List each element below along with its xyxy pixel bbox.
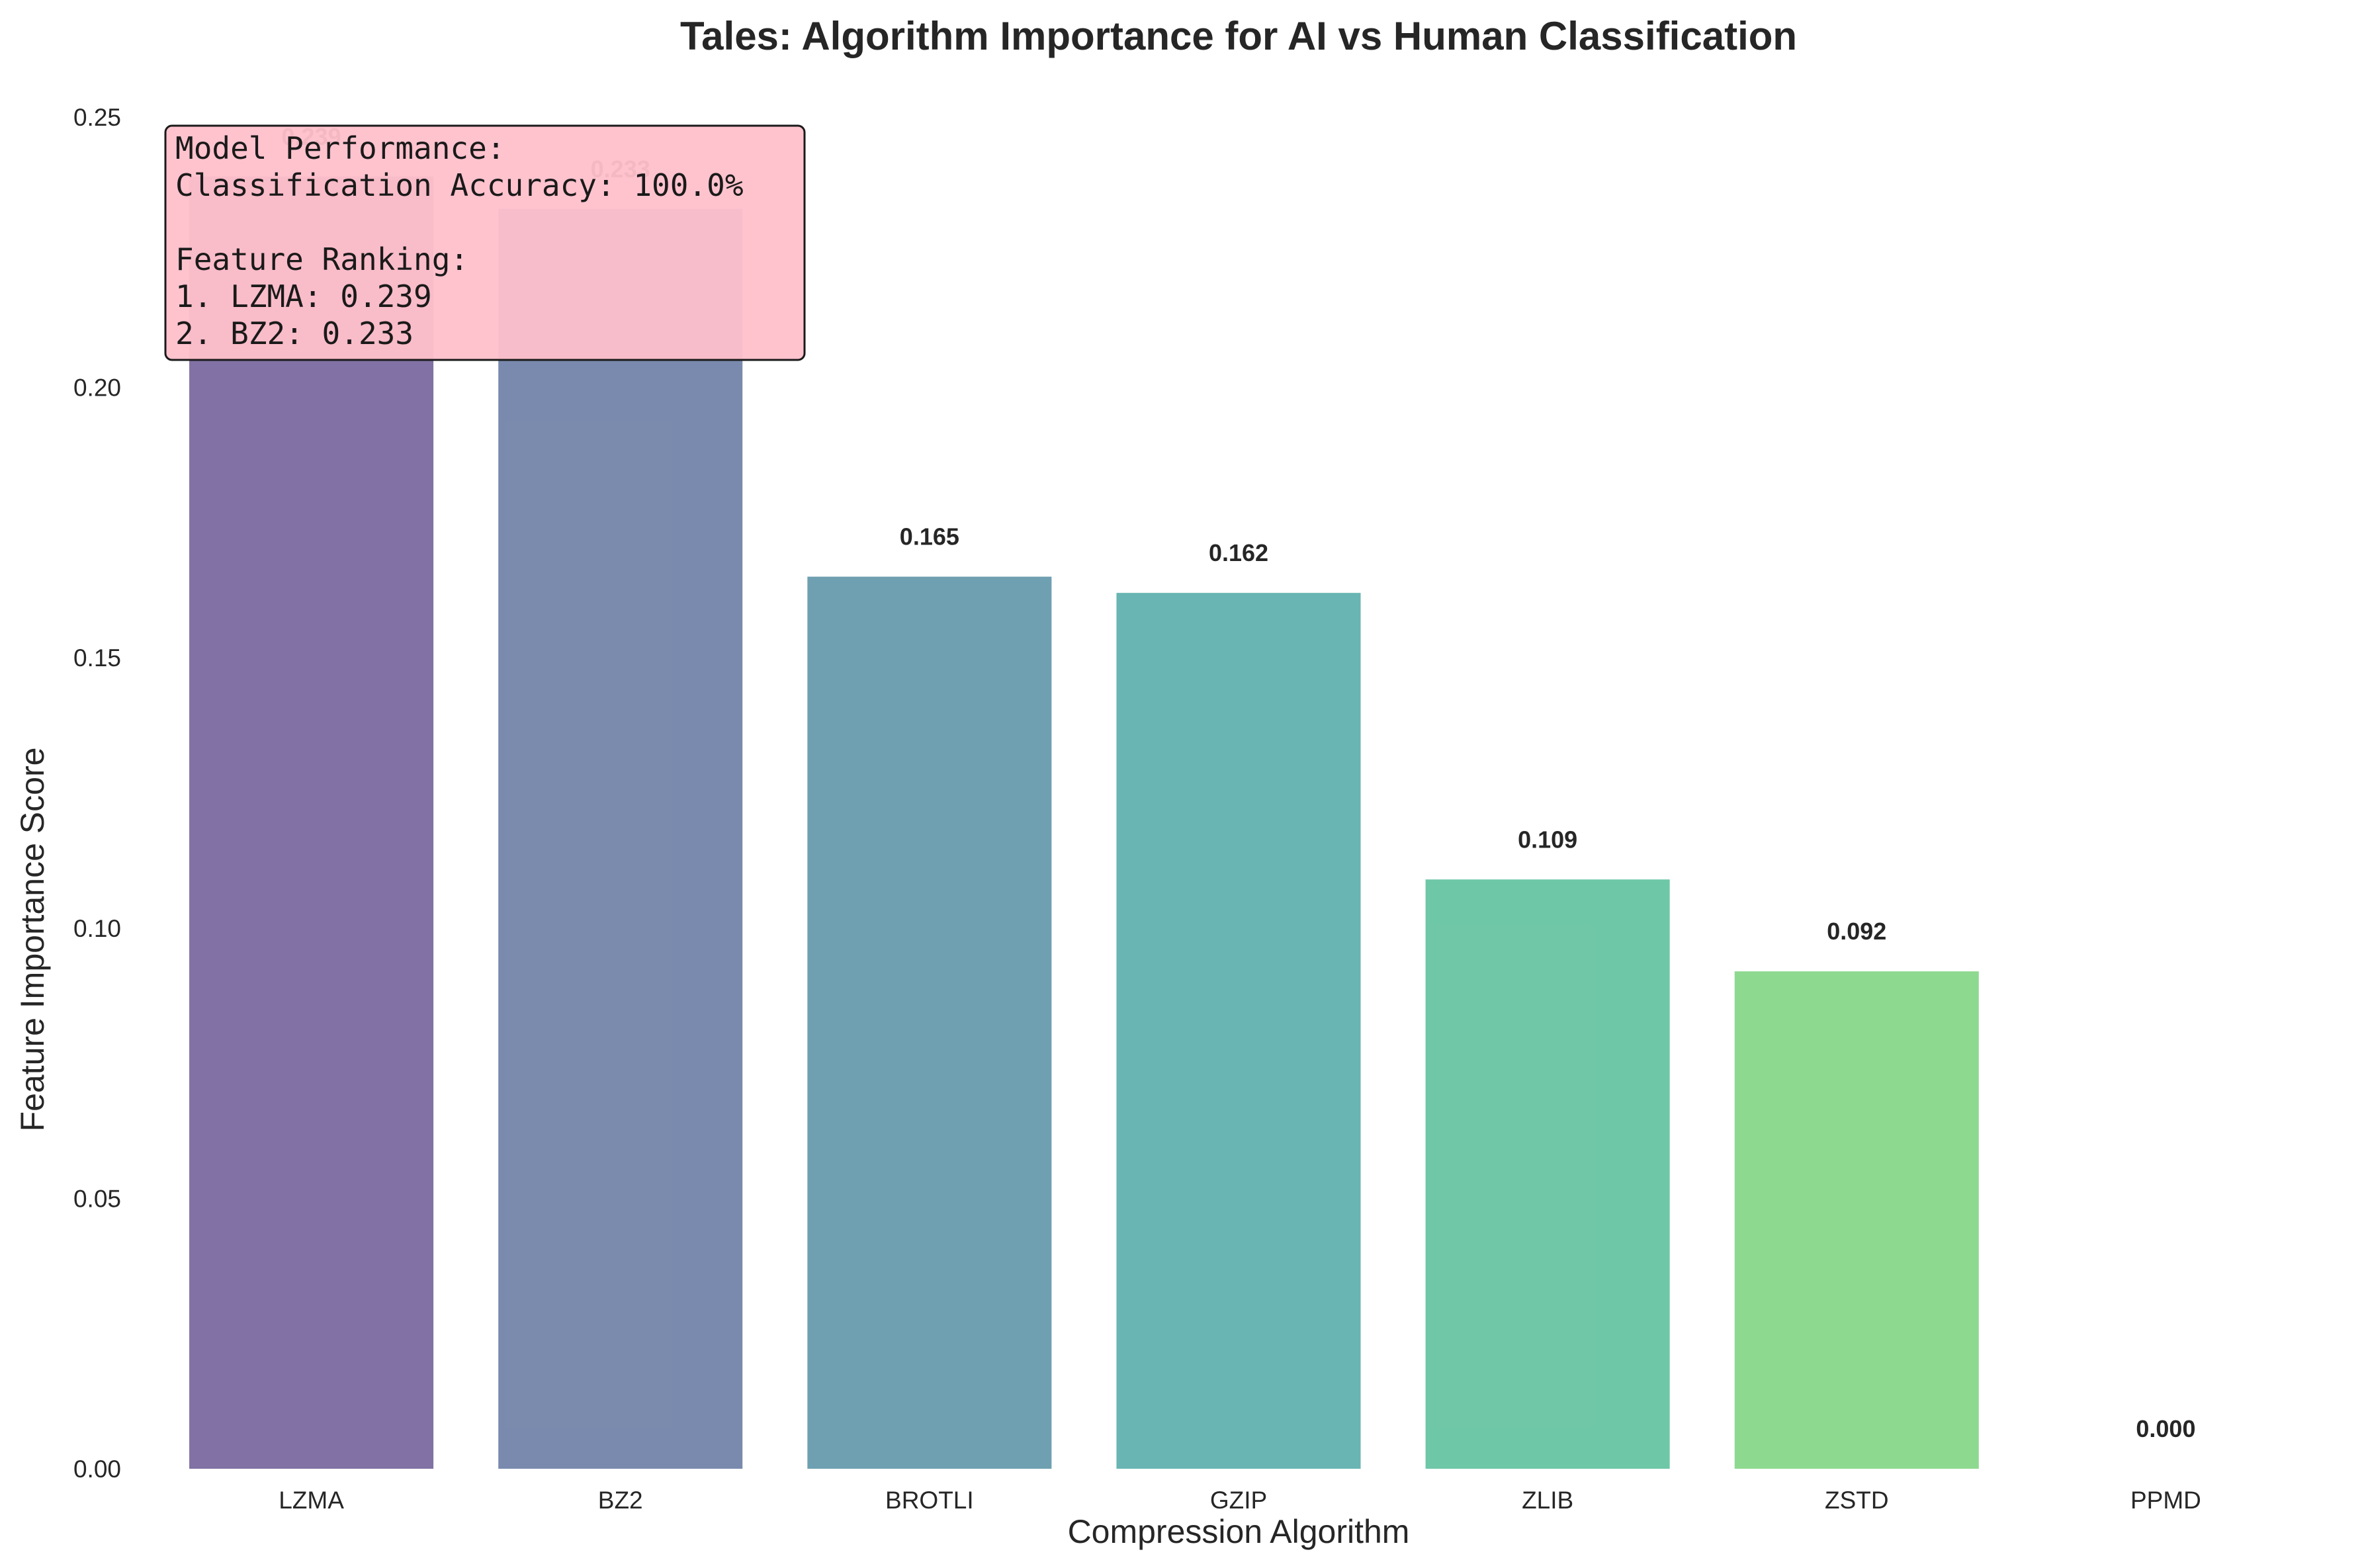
y-tick-label: 0.25 [73,104,121,131]
bar-value-label: 0.000 [2136,1415,2195,1442]
bar-zlib [1425,879,1670,1469]
x-tick-label: BZ2 [598,1487,643,1514]
bars [189,176,1979,1469]
annotation-line: Feature Ranking: [175,241,468,277]
bar-brotli [807,576,1052,1469]
x-axis-label: Compression Algorithm [1068,1513,1410,1550]
bar-zstd [1734,971,1979,1469]
y-tick-label: 0.00 [73,1456,121,1483]
bar-value-label: 0.109 [1518,826,1577,853]
annotation-line: 2. BZ2: 0.233 [175,316,414,351]
y-tick-label: 0.20 [73,374,121,402]
x-tick-label: BROTLI [885,1487,974,1514]
y-axis-ticks: 0.00 0.05 0.10 0.15 0.20 0.25 [73,104,121,1483]
y-tick-label: 0.05 [73,1185,121,1212]
annotation-line: Classification Accuracy: 100.0% [175,167,744,203]
bar-lzma [189,176,434,1469]
x-axis-ticks: LZMA BZ2 BROTLI GZIP ZLIB ZSTD PPMD [279,1487,2201,1514]
y-tick-label: 0.10 [73,915,121,942]
y-axis-label: Feature Importance Score [14,748,51,1132]
y-tick-label: 0.15 [73,644,121,672]
chart-title: Tales: Algorithm Importance for AI vs Hu… [680,14,1797,58]
x-tick-label: ZLIB [1522,1487,1573,1514]
bar-value-label: 0.092 [1827,918,1886,945]
bar-bz2 [498,208,743,1469]
x-tick-label: ZSTD [1825,1487,1889,1514]
annotation-box: Model Performance:Classification Accurac… [164,124,806,361]
bar-value-label: 0.165 [900,523,959,550]
annotation-background [164,124,806,361]
x-tick-label: PPMD [2130,1487,2201,1514]
bar-gzip [1116,593,1361,1469]
annotation-line: Model Performance: [175,130,505,166]
x-tick-label: LZMA [279,1487,344,1514]
annotation-line: 1. LZMA: 0.239 [175,279,432,314]
x-tick-label: GZIP [1210,1487,1267,1514]
bar-value-label: 0.162 [1209,539,1268,566]
